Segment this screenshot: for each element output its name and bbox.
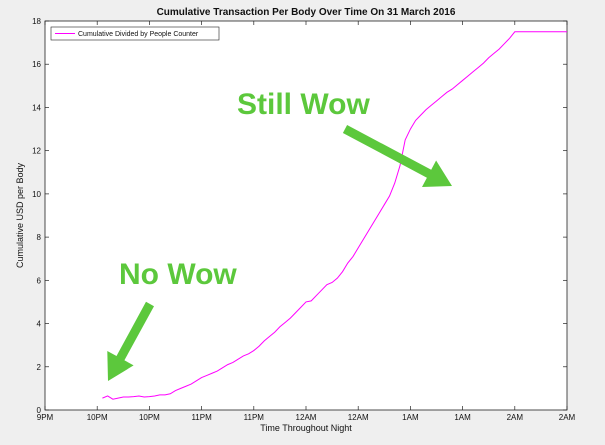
annotation-no-wow: No Wow (107, 258, 237, 381)
x-tick-label: 10PM (87, 413, 108, 422)
x-axis-label: Time Throughout Night (260, 423, 352, 433)
legend-entry: Cumulative Divided by People Counter (78, 31, 199, 38)
x-tick-label: 2AM (559, 413, 576, 422)
y-axis-label: Cumulative USD per Body (15, 162, 25, 268)
x-tick-label: 1AM (402, 413, 419, 422)
x-tick-label: 9PM (37, 413, 54, 422)
annotation-arrow-still-wow (342, 125, 452, 187)
y-tick-label: 0 (37, 406, 42, 415)
y-tick-label: 8 (37, 233, 42, 242)
x-tick-label: 11PM (191, 413, 212, 422)
annotation-arrow-no-wow (107, 301, 154, 381)
y-tick-label: 4 (37, 320, 42, 329)
x-tick-label: 10PM (139, 413, 160, 422)
y-tick-label: 2 (37, 363, 42, 372)
legend: Cumulative Divided by People Counter (50, 26, 220, 41)
tick-group: 0 2 4 6 8 10 12 14 16 18 9PM 10PM 10PM 11PM 11PM 12AM 12… (32, 17, 575, 422)
x-tick-label: 2AM (507, 413, 524, 422)
y-tick-label: 12 (32, 147, 41, 156)
annotation-still-wow: Still Wow (237, 88, 452, 187)
y-tick-label: 10 (32, 190, 41, 199)
x-tick-label: 1AM (454, 413, 471, 422)
y-tick-label: 6 (37, 276, 42, 285)
x-tick-label: 12AM (348, 413, 369, 422)
y-tick-label: 14 (32, 103, 41, 112)
annotation-text-no-wow: No Wow (119, 258, 237, 291)
series-layer (102, 31, 567, 400)
series-line-0 (102, 31, 567, 400)
legend-box (50, 26, 220, 41)
chart-title: Cumulative Transaction Per Body Over Tim… (157, 7, 456, 18)
x-tick-label: 12AM (296, 413, 317, 422)
x-tick-label: 11PM (244, 413, 265, 422)
annotation-text-still-wow: Still Wow (237, 88, 370, 121)
y-tick-label: 18 (32, 17, 41, 26)
y-tick-label: 16 (32, 60, 41, 69)
